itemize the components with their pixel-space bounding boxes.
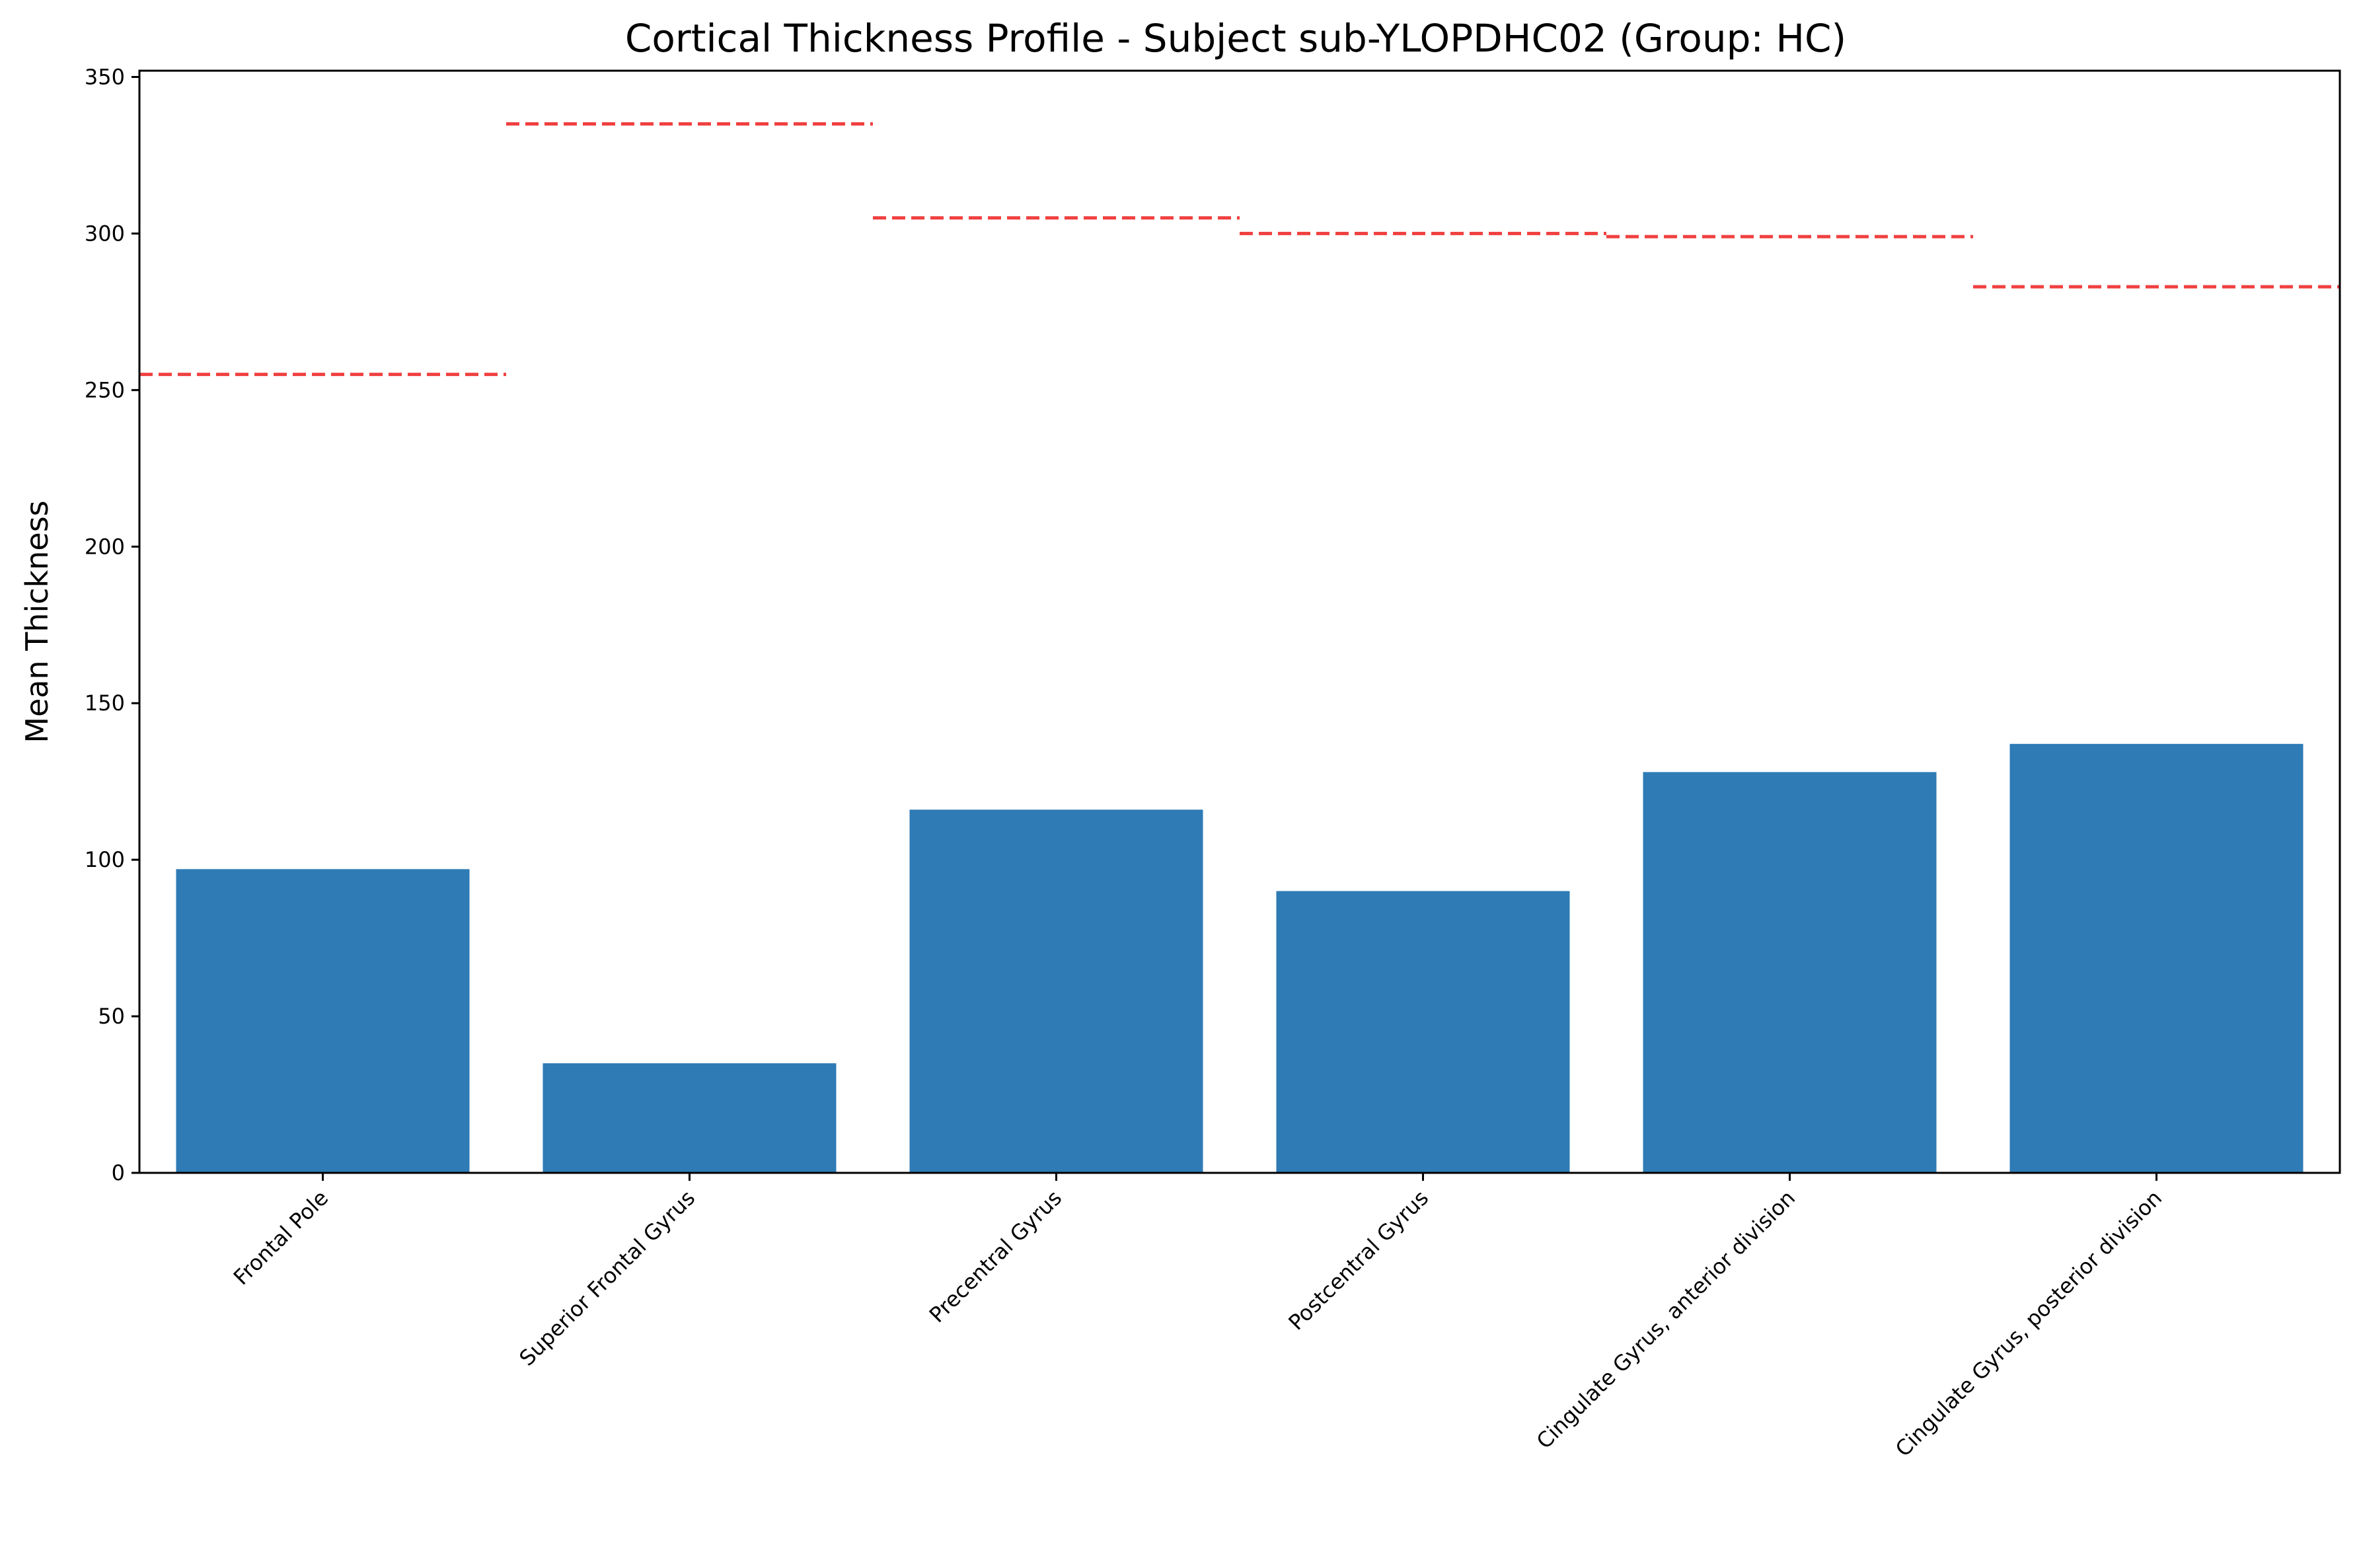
bar-3 (1276, 891, 1570, 1173)
y-axis-ticks: 0 50 100 150 200 250 300 350 (85, 64, 139, 1185)
y-tick-label-3: 150 (85, 691, 125, 716)
bar-2 (909, 809, 1203, 1173)
bars-group (176, 743, 2303, 1173)
y-tick-label-5: 250 (85, 377, 125, 402)
y-tick-label-4: 200 (85, 534, 125, 559)
y-tick-label-7: 350 (85, 64, 125, 89)
y-tick-label-1: 50 (98, 1004, 125, 1029)
y-tick-label-0: 0 (112, 1160, 125, 1185)
y-tick-label-2: 100 (85, 847, 125, 872)
bar-5 (2009, 743, 2303, 1173)
y-tick-label-6: 300 (85, 221, 125, 246)
chart-title: Cortical Thickness Profile - Subject sub… (625, 16, 1846, 61)
bar-4 (1643, 772, 1937, 1173)
y-axis-label: Mean Thickness (19, 500, 55, 743)
bar-1 (543, 1063, 837, 1173)
bar-0 (176, 869, 470, 1173)
plot-area-frame (138, 69, 2341, 1174)
reference-lines-group (139, 122, 2340, 377)
